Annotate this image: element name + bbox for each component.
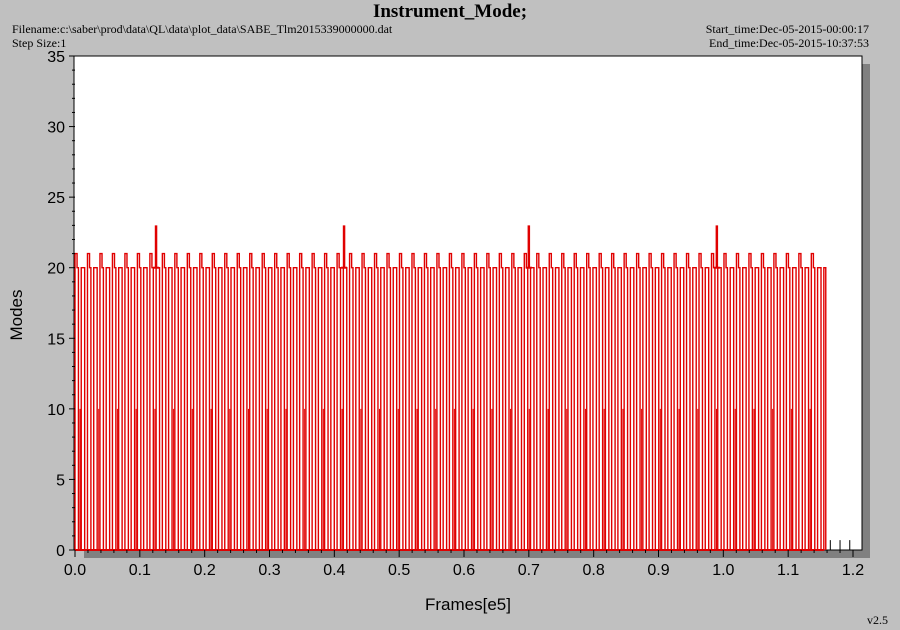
y-tick-label: 30 [47, 120, 65, 137]
x-axis-label: Frames[e5] [425, 595, 511, 614]
x-tick-label: 0.5 [388, 562, 410, 579]
y-tick-label: 20 [47, 261, 65, 278]
axes-layer: 0 5 10 15 20 25 30 35 0.0 0.1 0.2 0.3 0.4 0.5 0.6 0.7 0.… [47, 49, 864, 579]
version-label: v2.5 [867, 613, 888, 627]
x-tick-label: 0.9 [647, 562, 669, 579]
y-axis-label: Modes [7, 289, 26, 340]
x-tick-label: 1.0 [712, 562, 734, 579]
y-tick-label: 35 [47, 49, 65, 66]
step-size-text: Step Size:1 [12, 36, 67, 50]
x-tick-label: 0.4 [323, 562, 345, 579]
end-time-text: End_time:Dec-05-2015-10:37:53 [709, 36, 869, 50]
y-tick-label: 0 [56, 543, 65, 560]
series-layer [74, 225, 851, 551]
x-tick-label: 0.0 [64, 562, 86, 579]
y-tick-label: 10 [47, 402, 65, 419]
x-tick-label: 0.1 [129, 562, 151, 579]
x-tick-label: 0.6 [453, 562, 475, 579]
x-tick-label: 1.1 [777, 562, 799, 579]
time-info: Start_time:Dec-05-2015-00:00:17 End_time… [706, 22, 869, 50]
x-tick-label: 0.2 [194, 562, 216, 579]
x-tick-label: 0.8 [583, 562, 605, 579]
x-tick-label: 0.3 [258, 562, 280, 579]
x-tick-label: 1.2 [842, 562, 864, 579]
file-info: Filename:c:\saber\prod\data\QL\data\plot… [12, 22, 392, 50]
start-time-text: Start_time:Dec-05-2015-00:00:17 [705, 22, 869, 36]
y-tick-label: 15 [47, 331, 65, 348]
filename-text: Filename:c:\saber\prod\data\QL\data\plot… [12, 22, 393, 36]
x-tick-label: 0.7 [518, 562, 540, 579]
series-line-modes [74, 252, 827, 551]
y-tick-label: 25 [47, 190, 65, 207]
chart-title: Instrument_Mode; [372, 1, 528, 22]
y-tick-label: 5 [56, 472, 65, 489]
